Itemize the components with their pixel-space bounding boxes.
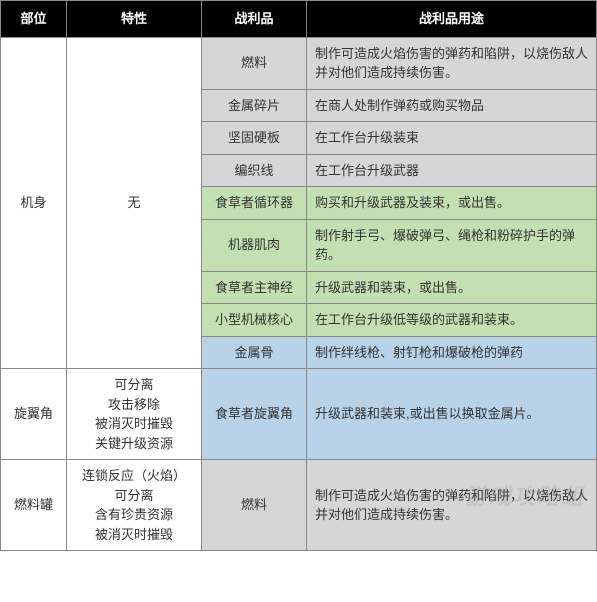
trait-cell: 连锁反应（火焰）可分离含有珍贵资源被消灭时摧毁 xyxy=(67,460,202,551)
header-loot: 战利品 xyxy=(202,1,307,38)
loot-cell: 燃料 xyxy=(202,37,307,89)
table-row: 燃料罐连锁反应（火焰）可分离含有珍贵资源被消灭时摧毁燃料制作可造成火焰伤害的弹药… xyxy=(1,460,597,551)
loot-cell: 编织线 xyxy=(202,154,307,187)
use-cell: 在工作台升级装束 xyxy=(307,122,597,155)
use-cell: 制作绊线枪、射钉枪和爆破枪的弹药 xyxy=(307,336,597,369)
use-cell: 升级武器和装束,或出售以换取金属片。 xyxy=(307,369,597,460)
loot-cell: 坚固硬板 xyxy=(202,122,307,155)
table-row: 旋翼角可分离攻击移除被消灭时摧毁关键升级资源食草者旋翼角升级武器和装束,或出售以… xyxy=(1,369,597,460)
loot-cell: 小型机械核心 xyxy=(202,304,307,337)
use-cell: 在工作台升级武器 xyxy=(307,154,597,187)
loot-table: 部位 特性 战利品 战利品用途 机身无燃料制作可造成火焰伤害的弹药和陷阱，以烧伤… xyxy=(0,0,597,551)
loot-cell: 燃料 xyxy=(202,460,307,551)
header-part: 部位 xyxy=(1,1,67,38)
loot-cell: 食草者旋翼角 xyxy=(202,369,307,460)
use-cell: 购买和升级武器及装束，或出售。 xyxy=(307,187,597,220)
trait-cell: 可分离攻击移除被消灭时摧毁关键升级资源 xyxy=(67,369,202,460)
trait-cell: 无 xyxy=(67,37,202,369)
header-row: 部位 特性 战利品 战利品用途 xyxy=(1,1,597,38)
loot-cell: 食草者循环器 xyxy=(202,187,307,220)
loot-cell: 金属骨 xyxy=(202,336,307,369)
use-cell: 制作可造成火焰伤害的弹药和陷阱，以烧伤敌人并对他们造成持续伤害。 xyxy=(307,460,597,551)
header-use: 战利品用途 xyxy=(307,1,597,38)
part-cell: 燃料罐 xyxy=(1,460,67,551)
use-cell: 制作可造成火焰伤害的弹药和陷阱，以烧伤敌人并对他们造成持续伤害。 xyxy=(307,37,597,89)
loot-cell: 机器肌肉 xyxy=(202,219,307,271)
table-row: 机身无燃料制作可造成火焰伤害的弹药和陷阱，以烧伤敌人并对他们造成持续伤害。 xyxy=(1,37,597,89)
use-cell: 升级武器和装束，或出售。 xyxy=(307,271,597,304)
part-cell: 旋翼角 xyxy=(1,369,67,460)
use-cell: 在工作台升级低等级的武器和装束。 xyxy=(307,304,597,337)
part-cell: 机身 xyxy=(1,37,67,369)
use-cell: 制作射手弓、爆破弹弓、绳枪和粉碎护手的弹药。 xyxy=(307,219,597,271)
loot-cell: 金属碎片 xyxy=(202,89,307,122)
header-trait: 特性 xyxy=(67,1,202,38)
use-cell: 在商人处制作弹药或购买物品 xyxy=(307,89,597,122)
loot-cell: 食草者主神经 xyxy=(202,271,307,304)
